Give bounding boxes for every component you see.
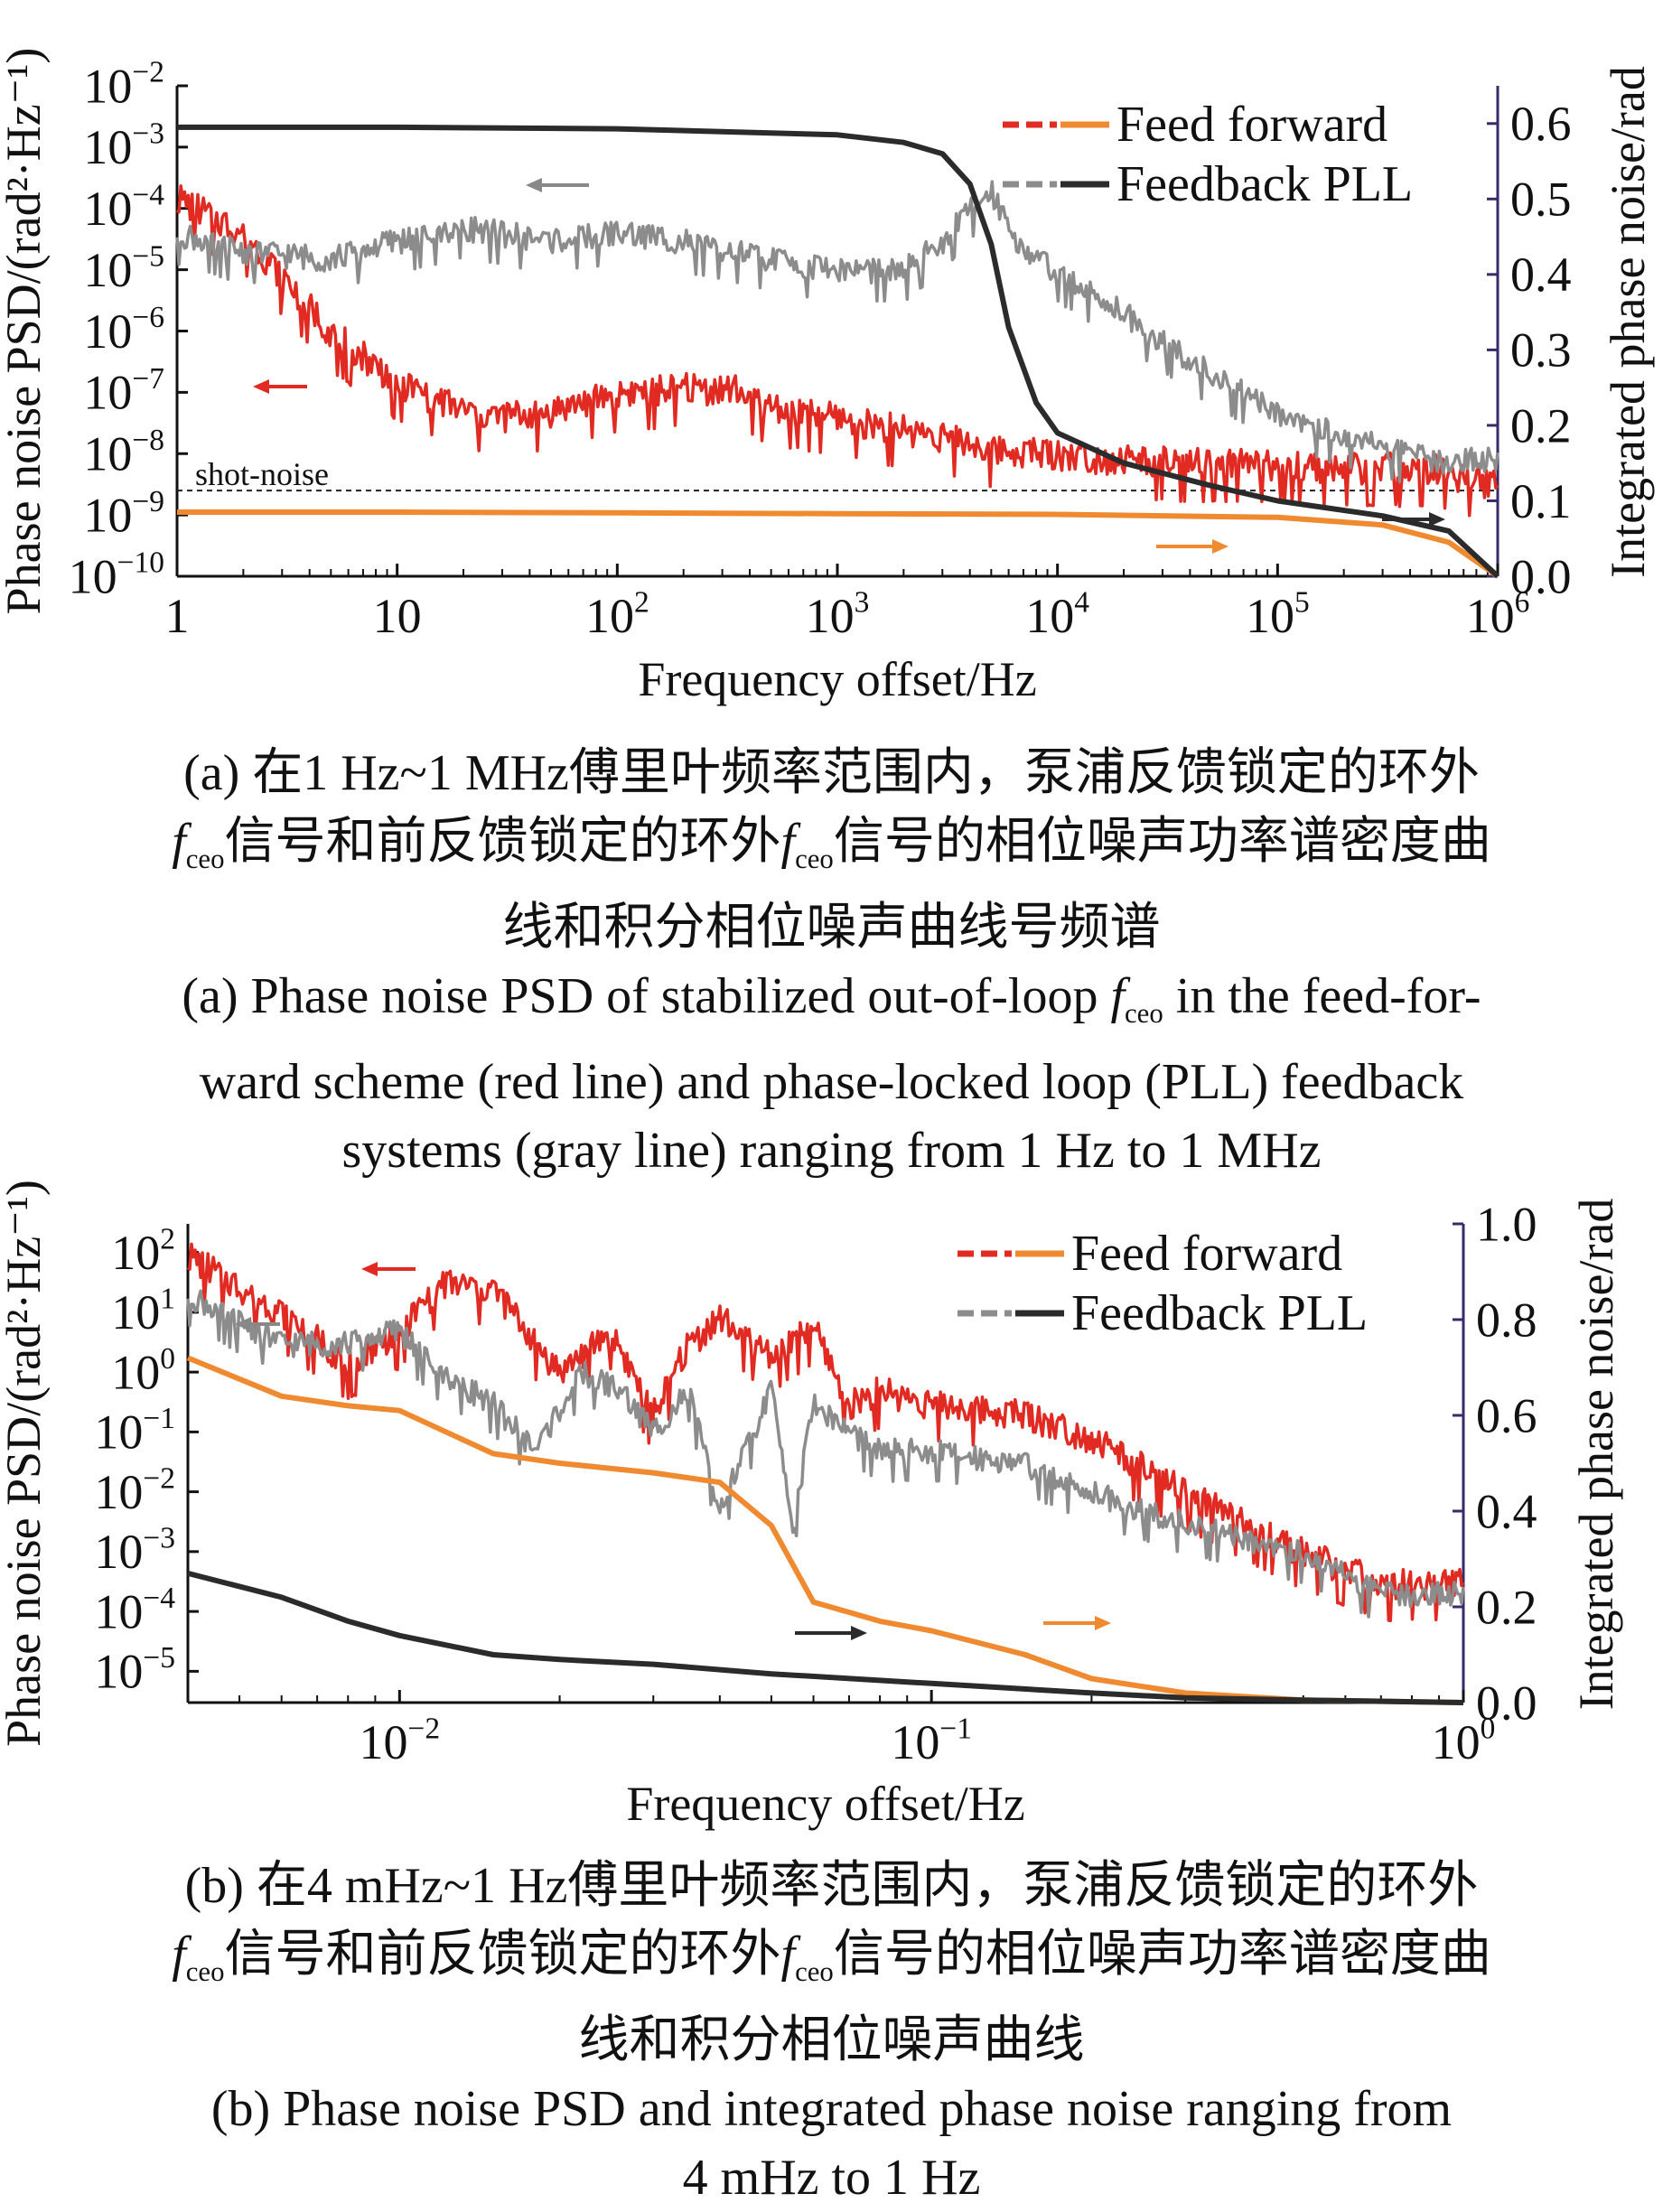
y-right-tick-label: 0.0 [1510,549,1572,603]
y-right-axis-title: Integrated phase noise/rad [1569,1199,1623,1711]
y-right-tick-label: 0.0 [1476,1675,1537,1730]
y-tick-label: 10−1 [94,1402,175,1460]
series-feed-forward-psd [175,184,1500,518]
caption-a-cn-line2: fceo信号和前反馈锁定的环外fceo信号的相位噪声功率谱密度曲 [172,814,1491,874]
caption-a-en-line3: systems (gray line) ranging from 1 Hz to… [341,1122,1322,1179]
caption-a-cn-line1: (a) 在1 Hz~1 MHz傅里叶频率范围内，泵浦反馈锁定的环外 [183,745,1480,801]
legend-label: Feed forward [1116,97,1387,153]
x-tick-label: 102 [585,585,649,643]
y-tick-label: 10−8 [83,424,164,481]
series-feed-forward-integrated [177,509,1500,579]
caption-b-cn-line2: fceo信号和前反馈锁定的环外fceo信号的相位噪声功率谱密度曲 [172,1927,1491,1987]
caption-a-en-line1: (a) Phase noise PSD of stabilized out-of… [182,967,1481,1029]
y-right-tick-label: 1.0 [1476,1197,1537,1251]
caption-b: (b) 在4 mHz~1 Hz傅里叶频率范围内，泵浦反馈锁定的环外 fceo信号… [0,1852,1663,2212]
caption-b-en-line2: 4 mHz to 1 Hz [682,2149,981,2206]
y-tick-label: 102 [111,1222,175,1280]
y-tick-label: 10−7 [83,362,164,420]
axis-arrow-head [253,379,269,394]
y-tick-label: 10−3 [83,117,164,175]
x-tick-label: 10 [373,589,422,643]
caption-a: (a) 在1 Hz~1 MHz傅里叶频率范围内，泵浦反馈锁定的环外 fceo信号… [0,739,1663,1185]
y-tick-label: 10−4 [83,178,164,236]
caption-b-cn-line3: 线和积分相位噪声曲线 [578,2011,1085,2068]
shot-noise-label: shot-noise [195,456,329,492]
y-right-axis-title: Integrated phase noise/rad [1601,66,1655,578]
caption-a-cn-line3: 线和积分相位噪声曲线号频谱 [502,899,1161,956]
y-right-tick-label: 0.4 [1510,247,1572,302]
y-right-tick-label: 0.5 [1510,173,1572,227]
x-tick-label: 10−1 [891,1712,972,1769]
y-tick-label: 10−5 [94,1641,175,1699]
series-feed-forward-integrated [186,1355,1464,1705]
axis-arrow-head [851,1626,867,1640]
series-feedback-pll-psd [175,180,1500,483]
y-axis-title: Phase noise PSD/(rad²·Hz⁻¹) [0,1180,51,1747]
caption-a-en-line2: ward scheme (red line) and phase-locked … [199,1053,1464,1110]
y-right-tick-label: 0.2 [1510,398,1572,453]
series-feedback-pll-integrated [187,1570,1464,1705]
y-tick-label: 101 [111,1283,175,1340]
x-tick-label: 106 [1466,585,1530,643]
x-axis-title: Frequency offset/Hz [626,1777,1024,1831]
y-tick-label: 10−4 [94,1582,175,1639]
x-tick-label: 100 [1432,1712,1496,1769]
y-right-tick-label: 0.1 [1510,474,1572,528]
x-tick-label: 103 [806,585,870,643]
y-tick-label: 10−2 [83,56,164,114]
x-axis-title: Frequency offset/Hz [638,652,1036,706]
y-tick-label: 10−6 [83,301,164,359]
caption-b-cn-line1: (b) 在4 mHz~1 Hz傅里叶频率范围内，泵浦反馈锁定的环外 [184,1858,1479,1914]
x-tick-label: 104 [1025,585,1089,643]
caption-b-en-line1: (b) Phase noise PSD and integrated phase… [210,2080,1453,2137]
axis-arrow-head [526,178,542,192]
series-feedback-pll-integrated [177,124,1500,579]
y-tick-label: 10−2 [94,1461,175,1519]
chart-panel-b: Frequency offset/Hz Phase noise PSD/(rad²… [0,1180,1623,1831]
y-tick-label: 10−9 [83,485,164,543]
axis-arrow-head [1429,512,1445,527]
x-tick-label: 105 [1246,585,1310,643]
y-tick-label: 10−10 [69,546,164,604]
y-right-tick-label: 0.8 [1476,1293,1537,1347]
y-tick-label: 100 [111,1342,175,1400]
series-feedback-pll-psd [186,1289,1465,1619]
y-right-tick-label: 0.4 [1476,1484,1537,1538]
axis-arrow-head [1212,539,1229,554]
legend-label: Feed forward [1071,1226,1342,1282]
chart-panel-a: Frequency offset/Hz Phase noise PSD/(rad²… [0,48,1655,706]
y-right-tick-label: 0.2 [1476,1580,1537,1634]
legend-label: Feedback PLL [1071,1285,1368,1341]
y-axis-title: Phase noise PSD/(rad²·Hz⁻¹) [0,48,51,615]
x-tick-label: 10−2 [360,1712,441,1769]
axis-arrow-head [1095,1616,1111,1630]
axis-arrow-head [235,1317,251,1331]
y-right-tick-label: 0.6 [1510,97,1572,151]
y-right-tick-label: 0.3 [1510,323,1572,378]
y-tick-label: 10−3 [94,1522,175,1580]
y-tick-label: 10−5 [83,239,164,297]
x-tick-label: 1 [165,589,190,643]
legend-label: Feedback PLL [1116,156,1413,212]
axis-arrow-head [361,1262,378,1276]
y-right-tick-label: 0.6 [1476,1388,1537,1442]
